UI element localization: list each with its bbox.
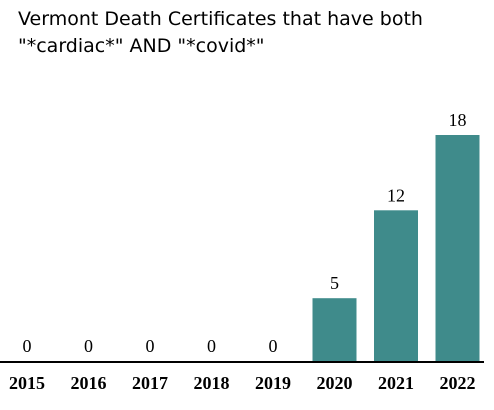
x-tick-label-2016: 2016 (71, 373, 107, 393)
value-label-2020: 5 (330, 273, 339, 293)
chart-title: Vermont Death Certificates that have bot… (18, 6, 488, 60)
x-tick-label-2019: 2019 (255, 373, 291, 393)
x-tick-label-2020: 2020 (317, 373, 353, 393)
value-label-2017: 0 (146, 336, 155, 356)
chart-title-line-1: Vermont Death Certificates that have bot… (18, 8, 423, 30)
x-tick-label-2022: 2022 (440, 373, 476, 393)
x-tick-label-2017: 2017 (132, 373, 168, 393)
bar-2021 (374, 210, 418, 361)
tick-labels-group: 2015 2016 2017 2018 2019 2020 2021 2022 (9, 373, 476, 393)
bar-2022 (435, 135, 480, 361)
value-label-2016: 0 (84, 336, 93, 356)
x-tick-label-2021: 2021 (378, 373, 414, 393)
value-label-2018: 0 (207, 336, 216, 356)
chart-title-line-2: "*cardiac*" AND "*covid*" (18, 35, 265, 57)
x-tick-label-2015: 2015 (9, 373, 45, 393)
value-label-2019: 0 (269, 336, 278, 356)
value-label-2021: 12 (387, 185, 405, 205)
x-tick-label-2018: 2018 (194, 373, 230, 393)
bars-group (312, 135, 480, 361)
bar-2020 (312, 298, 357, 361)
value-label-2015: 0 (23, 336, 32, 356)
value-labels-group: 0 0 0 0 0 5 12 18 (23, 110, 467, 356)
value-label-2022: 18 (449, 110, 467, 130)
